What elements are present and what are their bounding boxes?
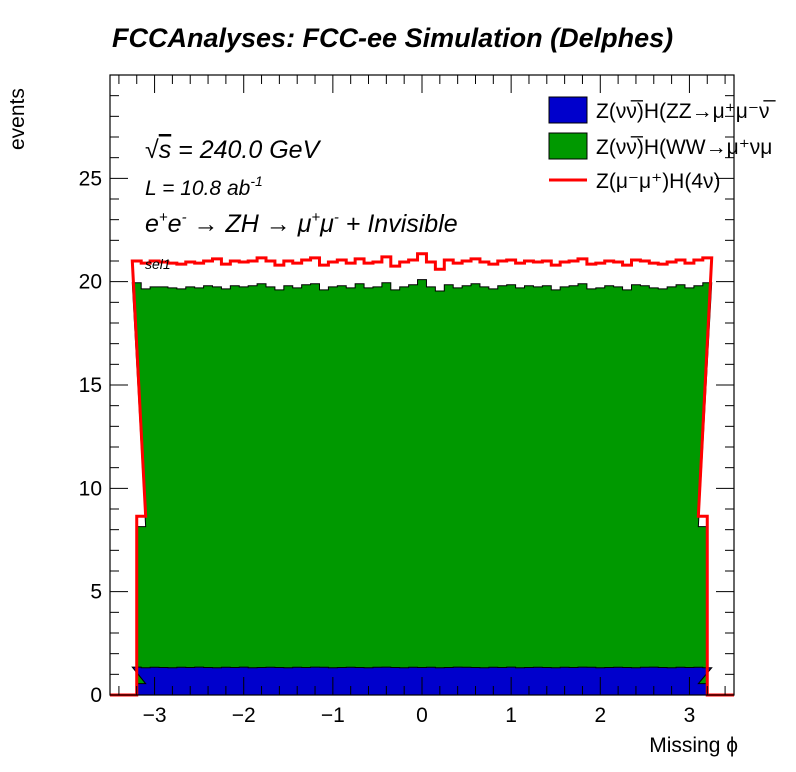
- x-tick-label: −3: [143, 704, 167, 727]
- proc-p2: e: [168, 210, 182, 238]
- legend-label-mumu: Z(μ⁻μ⁺)H(4ν): [596, 170, 721, 193]
- histogram-line-mumu: [110, 252, 734, 697]
- proc-m1-sup: +: [311, 209, 320, 226]
- process-annotation: e+e- → ZH → μ+μ- + Invisible: [145, 209, 458, 238]
- y-tick-label: 10: [79, 477, 102, 500]
- legend-swatch-ww: [548, 132, 588, 160]
- x-axis-label: Missing ϕ: [649, 734, 738, 757]
- proc-m2: μ: [319, 210, 334, 238]
- selection-label: sel1: [145, 256, 171, 272]
- legend: Z(νν̅)H(ZZ→μ⁺μ⁻ν̅ Z(νν̅)H(WW→μ⁺νμ Z(μ⁻μ⁺…: [548, 96, 776, 193]
- y-tick-label: 0: [90, 684, 102, 707]
- legend-label-zz: Z(νν̅)H(ZZ→μ⁺μ⁻ν̅: [596, 100, 776, 123]
- sqrt-s-variable: s: [159, 136, 172, 164]
- proc-tail: + Invisible: [339, 210, 458, 238]
- sqrt-s-annotation: √s = 240.0 GeV: [145, 136, 322, 164]
- lumi-annotation: L = 10.8 ab-1: [145, 173, 263, 200]
- proc-p1-sup: +: [159, 209, 168, 226]
- x-tick-label: −2: [232, 704, 256, 727]
- proc-arrow: → ZH →: [187, 210, 298, 238]
- proc-m2-sup: -: [334, 209, 339, 226]
- proc-m1: μ: [297, 210, 312, 238]
- sqrt-s-value: = 240.0 GeV: [171, 136, 321, 164]
- legend-swatch-zz: [548, 96, 588, 124]
- y-tick-label: 15: [79, 374, 102, 397]
- y-tick-label: 20: [79, 271, 102, 294]
- proc-p1: e: [145, 210, 159, 238]
- x-tick-label: 1: [505, 704, 517, 727]
- histogram-fill-ww: [110, 279, 734, 696]
- lumi-text: L = 10.8 ab: [145, 177, 251, 200]
- histogram-layer: [110, 252, 734, 697]
- y-axis-label: events: [6, 88, 29, 150]
- lumi-exponent: -1: [250, 173, 262, 189]
- x-tick-label: 0: [416, 704, 428, 727]
- proc-p2-sup: -: [182, 209, 187, 226]
- x-tick-label: 3: [684, 704, 696, 727]
- axes-layer: −3 −2 −1 0 1 2 3 0 5 10 15 20 25: [79, 74, 735, 727]
- annotations: √s = 240.0 GeV L = 10.8 ab-1 e+e- → ZH →…: [145, 136, 458, 272]
- legend-label-ww: Z(νν̅)H(WW→μ⁺νμ: [596, 136, 772, 159]
- y-tick-label: 25: [79, 167, 102, 190]
- y-tick-label: 5: [90, 581, 102, 604]
- x-tick-label: 2: [594, 704, 606, 727]
- chart-title: FCCAnalyses: FCC-ee Simulation (Delphes): [112, 23, 673, 53]
- sqrt-symbol: √: [145, 136, 159, 164]
- x-tick-label: −1: [321, 704, 345, 727]
